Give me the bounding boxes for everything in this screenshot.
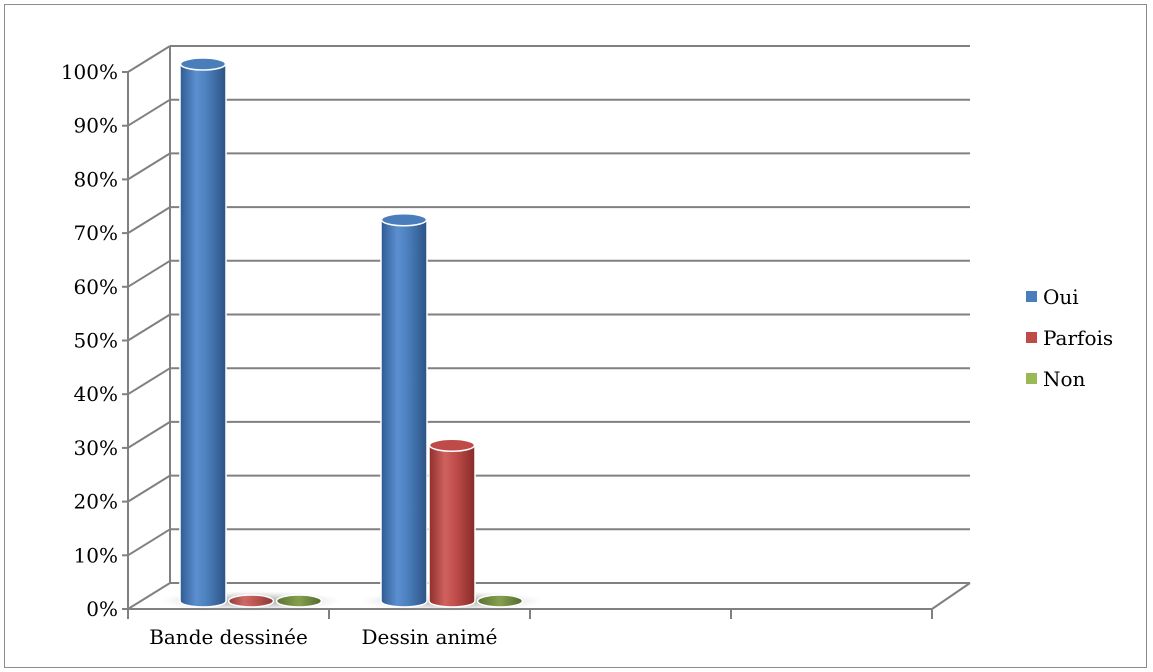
legend-item: Oui [1026,283,1141,310]
bar-body [179,63,227,608]
wall-edge [127,313,171,342]
bar [275,594,323,608]
legend-item: Parfois [1026,324,1141,351]
wall-edge [127,98,171,127]
wall-edge [127,421,171,449]
floor-edge [931,582,971,610]
bar [227,594,275,608]
bar-body [380,218,428,608]
legend: Oui Parfois Non [1026,283,1141,406]
y-tick-label: 40% [74,382,118,406]
y-tick-label: 60% [74,275,118,299]
wall-edge [127,206,171,234]
bar [179,57,227,608]
legend-label: Oui [1043,284,1079,309]
legend-item: Non [1026,365,1141,392]
y-tick-label: 80% [74,167,118,191]
x-tick-label: Bande dessinée [149,625,308,649]
wall-edge [127,474,171,503]
y-tick-label: 50% [74,329,118,353]
bar-top [179,57,227,71]
x-tick-label: Dessin animé [361,625,497,649]
legend-label: Parfois [1043,325,1114,350]
y-tick-label: 10% [74,543,118,567]
bar-top [380,212,428,227]
wall-edge [127,582,171,610]
bar-top [275,594,323,608]
legend-swatch [1026,332,1037,343]
bar [428,438,476,608]
wall-edge [127,367,171,396]
y-tick-label: 20% [74,490,118,514]
y-tick-label: 100% [61,60,118,84]
labels-layer: 0% 10% 20% 30% 40% 50% 60% 70% 80% 90% 100% Bande d… [61,60,498,649]
axes-layer [122,46,971,619]
wall-edge [127,259,171,288]
wall-edge [127,528,171,557]
y-tick-label: 0% [86,597,118,621]
bars-layer [160,57,543,611]
y-tick-label: 90% [74,114,118,138]
y-tick-label: 70% [74,221,118,245]
wall-edge [127,152,171,181]
legend-swatch [1026,291,1037,302]
bar-body [428,444,476,608]
legend-swatch [1026,373,1037,384]
bar [380,212,428,608]
bar-top [428,438,476,453]
grid-layer [127,45,970,610]
bar [476,594,524,608]
bar-top [227,594,275,608]
bar-top [476,594,524,608]
legend-label: Non [1043,366,1086,391]
wall-edge [127,45,171,73]
y-tick-label: 30% [74,436,118,460]
